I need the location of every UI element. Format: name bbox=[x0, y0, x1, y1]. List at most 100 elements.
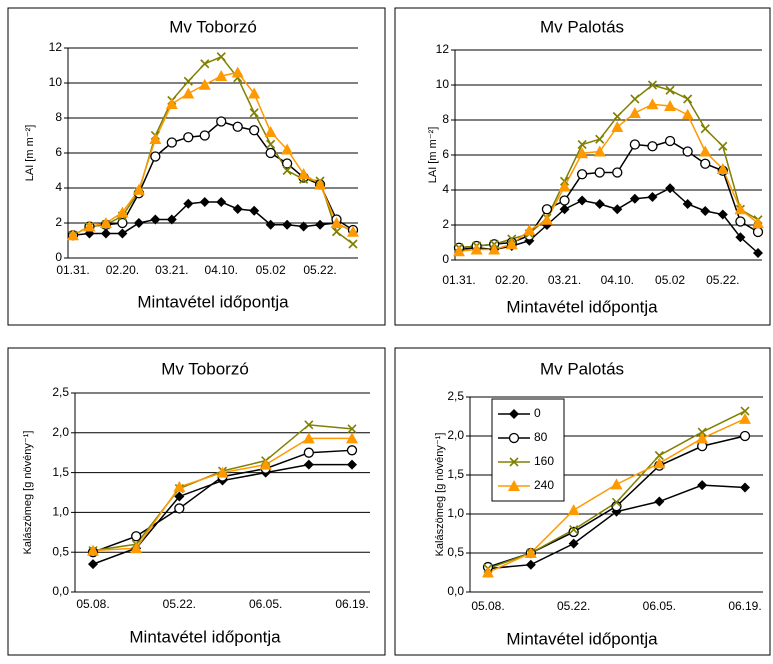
x-axis-label: Mintavétel időpontja bbox=[129, 627, 281, 646]
y-tick-label: 0,0 bbox=[447, 584, 464, 598]
data-point bbox=[630, 94, 640, 104]
data-point bbox=[612, 111, 622, 122]
y-tick-label: 0,5 bbox=[52, 544, 69, 558]
data-point bbox=[611, 497, 622, 507]
data-point bbox=[200, 59, 210, 69]
data-point bbox=[331, 227, 342, 237]
data-point bbox=[266, 139, 276, 149]
data-point bbox=[232, 204, 243, 214]
series-line bbox=[92, 424, 353, 552]
data-point bbox=[249, 125, 260, 136]
data-point bbox=[183, 198, 194, 209]
x-tick-label: 05.02 bbox=[256, 263, 286, 277]
data-point bbox=[740, 406, 750, 416]
data-point bbox=[248, 87, 261, 99]
y-tick-label: 2,5 bbox=[52, 385, 69, 399]
data-point bbox=[150, 214, 161, 225]
data-point bbox=[525, 559, 536, 570]
data-point bbox=[653, 457, 666, 469]
data-point bbox=[629, 193, 640, 204]
data-point bbox=[116, 206, 129, 218]
data-point bbox=[117, 217, 128, 229]
data-point bbox=[99, 217, 112, 228]
x-axis-label: Mintavétel időpontja bbox=[506, 297, 658, 316]
data-point bbox=[330, 217, 343, 228]
data-point bbox=[259, 458, 272, 470]
data-point bbox=[348, 239, 358, 249]
series-line bbox=[458, 103, 759, 252]
data-point bbox=[347, 424, 357, 434]
data-point bbox=[558, 180, 571, 192]
legend-box bbox=[491, 398, 565, 502]
data-point bbox=[700, 124, 710, 134]
data-point bbox=[567, 504, 580, 516]
x-tick-label: 02.20. bbox=[106, 263, 139, 277]
data-point bbox=[182, 87, 195, 99]
x-tick-label: 01.31. bbox=[56, 263, 89, 277]
data-point bbox=[314, 178, 327, 190]
data-point bbox=[541, 204, 553, 215]
y-tick-label: 2,0 bbox=[447, 428, 464, 442]
data-point bbox=[647, 192, 658, 202]
data-point bbox=[67, 229, 79, 241]
data-point bbox=[740, 482, 750, 493]
x-tick-label: 04.10. bbox=[205, 263, 238, 277]
data-point bbox=[165, 98, 178, 109]
y-tick-label: 0 bbox=[442, 252, 449, 266]
panel-frame bbox=[394, 347, 771, 656]
y-tick-label: 1,5 bbox=[52, 465, 69, 479]
x-tick-label: 05.08. bbox=[471, 599, 504, 613]
data-point bbox=[697, 480, 708, 491]
data-point bbox=[540, 213, 553, 225]
data-point bbox=[346, 445, 358, 456]
data-point bbox=[249, 205, 260, 216]
data-point bbox=[629, 139, 641, 150]
data-point bbox=[303, 459, 314, 470]
data-point bbox=[130, 542, 143, 554]
series-line bbox=[458, 140, 759, 249]
data-point bbox=[654, 450, 664, 461]
data-point bbox=[681, 108, 694, 120]
y-tick-label: 1,5 bbox=[447, 467, 464, 481]
data-point bbox=[87, 544, 99, 556]
data-point bbox=[166, 214, 177, 225]
y-tick-label: 10 bbox=[49, 75, 63, 89]
data-point bbox=[568, 526, 579, 538]
data-point bbox=[216, 466, 229, 478]
data-point bbox=[183, 76, 193, 86]
data-point bbox=[594, 167, 605, 178]
data-point bbox=[281, 143, 294, 155]
data-point bbox=[568, 538, 579, 549]
data-point bbox=[298, 221, 309, 232]
data-point bbox=[718, 141, 728, 151]
data-point bbox=[646, 98, 659, 110]
legend-marker bbox=[509, 457, 519, 467]
data-point bbox=[282, 165, 292, 176]
data-point bbox=[150, 151, 161, 162]
data-point bbox=[569, 525, 579, 535]
data-point bbox=[576, 169, 588, 180]
data-point bbox=[117, 228, 128, 239]
data-point bbox=[752, 226, 764, 238]
y-tick-label: 0,5 bbox=[447, 545, 464, 559]
data-point bbox=[199, 130, 210, 141]
x-tick-label: 04.10. bbox=[601, 273, 634, 287]
data-point bbox=[752, 217, 764, 229]
data-point bbox=[347, 459, 357, 470]
x-tick-label: 05.22. bbox=[706, 273, 739, 287]
data-point bbox=[482, 566, 494, 578]
series-line bbox=[72, 71, 354, 236]
data-point bbox=[304, 420, 314, 430]
chart-title: Mv Toborzó bbox=[161, 359, 249, 378]
x-tick-label: 05.02 bbox=[655, 273, 685, 287]
data-point bbox=[346, 432, 358, 444]
data-point bbox=[595, 134, 605, 144]
y-axis-label: LAI [m m⁻²] bbox=[24, 125, 36, 182]
data-point bbox=[166, 137, 177, 148]
y-tick-label: 2,5 bbox=[447, 389, 464, 403]
y-tick-label: 0,0 bbox=[52, 584, 69, 598]
panel-frame bbox=[7, 7, 386, 326]
x-tick-label: 05.08. bbox=[76, 597, 109, 611]
y-tick-label: 2 bbox=[442, 217, 449, 231]
